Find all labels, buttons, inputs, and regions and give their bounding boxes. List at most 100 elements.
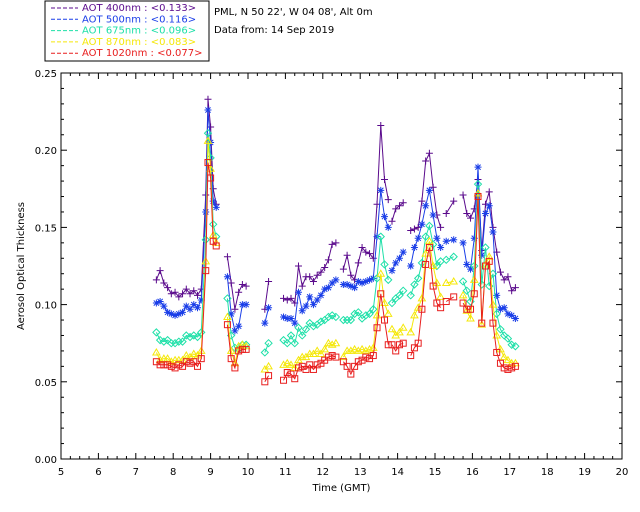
- star-marker: [287, 314, 295, 322]
- x-tick-label: 14: [391, 467, 404, 478]
- square-marker: [422, 260, 430, 268]
- star-marker: [242, 301, 250, 309]
- series-line: [462, 184, 516, 347]
- square-marker: [508, 364, 516, 372]
- triangle-marker: [264, 361, 273, 370]
- plus-marker: [156, 267, 164, 275]
- plus-marker: [496, 268, 504, 276]
- diamond-marker: [174, 337, 184, 346]
- star-marker: [508, 311, 516, 319]
- triangle-marker: [312, 346, 322, 354]
- triangle-marker: [350, 344, 359, 353]
- triangle-marker: [155, 355, 165, 364]
- plus-marker: [324, 256, 332, 264]
- square-marker: [294, 364, 302, 372]
- plus-marker: [265, 277, 273, 285]
- square-marker: [392, 347, 400, 355]
- diamond-marker: [442, 255, 451, 265]
- triangle-marker: [189, 349, 199, 358]
- star-marker: [302, 302, 310, 310]
- star-marker: [347, 282, 355, 290]
- square-marker: [287, 370, 295, 378]
- plus-marker: [429, 183, 437, 191]
- square-marker: [369, 352, 377, 360]
- triangle-marker: [327, 340, 337, 348]
- plus-marker: [152, 276, 160, 284]
- square-marker: [481, 262, 489, 270]
- axis-ticks: 5 6 7 8 9 10 11 12 13 14 15 16 17 18 19 20 0.00 0.05 0.10 0…: [35, 69, 629, 478]
- plus-marker: [407, 226, 415, 234]
- star-marker: [450, 236, 458, 244]
- square-marker: [418, 305, 426, 313]
- star-marker: [152, 299, 160, 307]
- square-marker: [156, 361, 164, 369]
- triangle-marker: [413, 303, 423, 311]
- data-date-text: Data from: 14 Sep 2019: [214, 25, 335, 36]
- star-marker: [339, 281, 347, 289]
- y-tick-label: 0.00: [35, 455, 57, 466]
- diamond-marker: [421, 232, 430, 241]
- square-marker: [190, 358, 198, 366]
- x-tick-label: 8: [170, 467, 176, 478]
- star-marker: [261, 319, 269, 327]
- triangle-marker: [279, 360, 288, 368]
- triangle-marker: [338, 352, 348, 361]
- star-marker: [265, 304, 273, 312]
- square-marker: [450, 293, 458, 301]
- plus-marker: [485, 188, 493, 196]
- series-line: [155, 140, 217, 363]
- triangle-marker: [223, 312, 232, 320]
- triangle-marker: [320, 344, 330, 353]
- plus-marker: [410, 225, 418, 233]
- square-marker: [478, 319, 486, 327]
- plus-marker: [395, 202, 403, 210]
- triangle-marker: [511, 358, 520, 367]
- triangle-marker: [357, 344, 367, 353]
- diamond-marker: [428, 240, 438, 249]
- square-marker: [238, 345, 246, 353]
- series-line: [264, 343, 270, 353]
- star-marker: [179, 308, 187, 316]
- diamond-marker: [159, 337, 169, 346]
- square-marker: [212, 242, 220, 250]
- star-marker: [351, 284, 359, 292]
- star-marker: [470, 234, 478, 242]
- square-marker: [407, 352, 415, 360]
- square-marker: [343, 362, 351, 370]
- triangle-marker: [484, 252, 494, 260]
- star-marker: [223, 273, 231, 281]
- triangle-marker: [466, 314, 475, 322]
- plus-marker: [223, 253, 231, 261]
- plus-marker: [179, 290, 187, 298]
- square-marker: [511, 362, 519, 370]
- plus-marker: [347, 271, 355, 279]
- triangle-marker: [441, 278, 451, 286]
- square-marker: [280, 376, 288, 384]
- star-marker: [437, 243, 445, 251]
- plus-marker: [392, 205, 400, 213]
- square-marker: [231, 364, 239, 372]
- plus-marker: [306, 273, 314, 281]
- star-marker: [186, 305, 194, 313]
- square-marker: [182, 358, 190, 366]
- x-tick-label: 9: [207, 467, 213, 478]
- diamond-marker: [167, 338, 176, 348]
- legend: AOT 400nm : <0.133>AOT 500nm : <0.116>AO…: [44, 0, 210, 62]
- square-marker: [467, 305, 475, 313]
- square-marker: [235, 347, 243, 355]
- diamond-marker: [458, 277, 468, 286]
- star-marker: [463, 260, 471, 268]
- plus-marker: [414, 223, 422, 231]
- plus-marker: [369, 254, 377, 262]
- star-marker: [294, 288, 302, 296]
- diamond-marker: [365, 309, 374, 319]
- triangle-marker: [449, 276, 459, 285]
- star-marker: [442, 237, 450, 245]
- plus-marker: [422, 157, 430, 165]
- triangle-marker: [395, 327, 404, 336]
- star-marker: [313, 296, 321, 304]
- star-marker: [197, 296, 205, 304]
- plus-marker: [238, 281, 246, 289]
- star-marker: [298, 307, 306, 315]
- legend-entry-label: AOT 500nm : <0.116>: [82, 14, 196, 25]
